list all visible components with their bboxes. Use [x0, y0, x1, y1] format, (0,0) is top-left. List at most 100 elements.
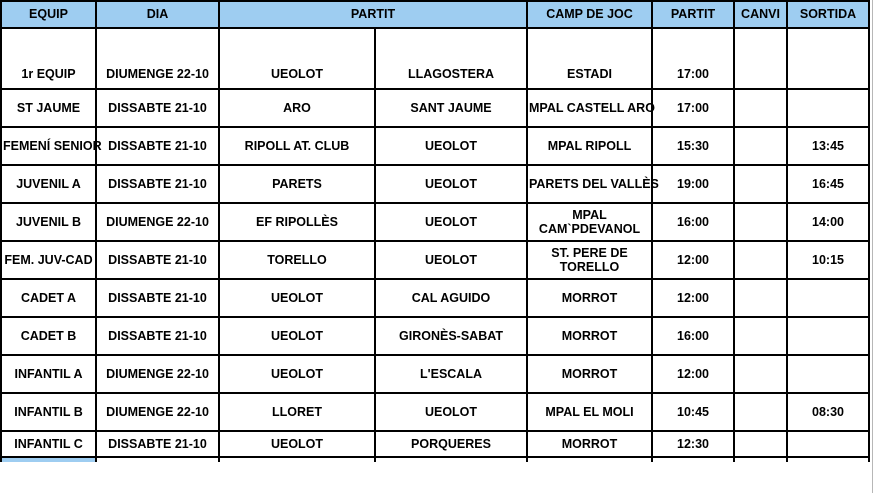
cell-home-partial[interactable] — [218, 456, 376, 462]
cell-away[interactable]: PORQUERES — [374, 430, 528, 458]
cell-partit[interactable]: 19:00 — [651, 164, 735, 204]
cell-partit[interactable]: 12:30 — [651, 430, 735, 458]
cell-equip[interactable]: FEMENÍ SENIOR — [0, 126, 102, 166]
header-equip[interactable]: EQUIP — [0, 0, 97, 29]
cell-dia-partial[interactable] — [95, 456, 220, 462]
cell-equip[interactable]: ST JAUME — [0, 88, 97, 128]
cell-dia[interactable]: DISSABTE 21-10 — [95, 240, 220, 280]
header-partit-time[interactable]: PARTIT — [651, 0, 735, 29]
cell-camp[interactable]: MORROT — [526, 430, 653, 458]
cell-sortida[interactable] — [786, 316, 870, 356]
cell-camp[interactable]: MORROT — [526, 278, 653, 318]
cell-dia[interactable]: DISSABTE 21-10 — [95, 126, 220, 166]
cell-dia[interactable]: DISSABTE 21-10 — [95, 278, 220, 318]
cell-equip[interactable]: CADET A — [0, 278, 97, 318]
cell-canvi[interactable] — [733, 278, 788, 318]
cell-away[interactable]: UEOLOT — [374, 240, 528, 280]
cell-sortida[interactable] — [786, 278, 870, 318]
cell-equip[interactable]: INFANTIL A — [0, 354, 97, 394]
cell-dia[interactable]: DIUMENGE 22-10 — [95, 27, 220, 90]
cell-away[interactable]: UEOLOT — [374, 392, 528, 432]
cell-equip[interactable]: JUVENIL A — [0, 164, 97, 204]
cell-equip[interactable]: 1r EQUIP — [0, 27, 97, 90]
cell-away[interactable]: SANT JAUME — [374, 88, 528, 128]
cell-partit[interactable]: 12:00 — [651, 278, 735, 318]
cell-sortida[interactable] — [786, 88, 870, 128]
cell-partit[interactable]: 12:00 — [651, 354, 735, 394]
cell-equip[interactable]: INFANTIL B — [0, 392, 97, 432]
cell-home[interactable]: ARO — [218, 88, 376, 128]
cell-away[interactable]: UEOLOT — [374, 126, 528, 166]
cell-camp[interactable]: MPAL EL MOLI — [526, 392, 653, 432]
cell-sortida[interactable]: 13:45 — [786, 126, 870, 166]
cell-camp[interactable]: ST. PERE DE TORELLO — [526, 240, 653, 280]
cell-dia[interactable]: DIUMENGE 22-10 — [95, 354, 220, 394]
cell-sortida[interactable]: 16:45 — [786, 164, 870, 204]
cell-home[interactable]: UEOLOT — [218, 316, 376, 356]
cell-canvi[interactable] — [733, 88, 788, 128]
cell-partit[interactable]: 15:30 — [651, 126, 735, 166]
header-sortida[interactable]: SORTIDA — [786, 0, 870, 29]
cell-partit[interactable]: 16:00 — [651, 316, 735, 356]
cell-dia[interactable]: DIUMENGE 22-10 — [95, 392, 220, 432]
cell-away-partial[interactable] — [374, 456, 528, 462]
cell-away[interactable]: CAL AGUIDO — [374, 278, 528, 318]
cell-canvi[interactable] — [733, 126, 788, 166]
cell-equip[interactable]: INFANTIL C — [0, 430, 97, 458]
cell-home[interactable]: LLORET — [218, 392, 376, 432]
cell-home[interactable]: EF RIPOLLÈS — [218, 202, 376, 242]
cell-sortida[interactable]: 08:30 — [786, 392, 870, 432]
cell-partit[interactable]: 17:00 — [651, 88, 735, 128]
cell-sortida[interactable]: 14:00 — [786, 202, 870, 242]
cell-home[interactable]: UEOLOT — [218, 278, 376, 318]
cell-canvi[interactable] — [733, 316, 788, 356]
cell-equip-partial[interactable] — [0, 456, 97, 462]
cell-equip[interactable]: JUVENIL B — [0, 202, 97, 242]
cell-dia[interactable]: DISSABTE 21-10 — [95, 88, 220, 128]
cell-equip[interactable]: FEM. JUV-CAD — [0, 240, 97, 280]
cell-camp[interactable]: MPAL CAM`PDEVANOL — [526, 202, 653, 242]
cell-away[interactable]: L'ESCALA — [374, 354, 528, 394]
cell-canvi[interactable] — [733, 164, 788, 204]
cell-home[interactable]: UEOLOT — [218, 27, 376, 90]
cell-dia[interactable]: DISSABTE 21-10 — [95, 164, 220, 204]
cell-camp[interactable]: MPAL RIPOLL — [526, 126, 653, 166]
cell-away[interactable]: UEOLOT — [374, 202, 528, 242]
cell-canvi-partial[interactable] — [733, 456, 788, 462]
cell-dia[interactable]: DISSABTE 21-10 — [95, 430, 220, 458]
cell-home[interactable]: UEOLOT — [218, 354, 376, 394]
cell-dia[interactable]: DISSABTE 21-10 — [95, 316, 220, 356]
cell-camp[interactable]: PARETS DEL VALLÈS — [526, 164, 659, 204]
cell-sortida[interactable] — [786, 430, 870, 458]
cell-canvi[interactable] — [733, 430, 788, 458]
cell-partit[interactable]: 17:00 — [651, 27, 735, 90]
cell-sortida[interactable] — [786, 27, 870, 90]
cell-camp-partial[interactable] — [526, 456, 653, 462]
cell-canvi[interactable] — [733, 202, 788, 242]
cell-away[interactable]: LLAGOSTERA — [374, 27, 528, 90]
cell-partit[interactable]: 10:45 — [651, 392, 735, 432]
cell-partit[interactable]: 16:00 — [651, 202, 735, 242]
header-camp-de-joc[interactable]: CAMP DE JOC — [526, 0, 653, 29]
header-canvi[interactable]: CANVI — [733, 0, 788, 29]
cell-canvi[interactable] — [733, 354, 788, 394]
cell-sortida[interactable]: 10:15 — [786, 240, 870, 280]
cell-partit[interactable]: 12:00 — [651, 240, 735, 280]
cell-sortida-partial[interactable] — [786, 456, 870, 462]
cell-partit-partial[interactable] — [651, 456, 735, 462]
cell-equip[interactable]: CADET B — [0, 316, 97, 356]
cell-camp[interactable]: MORROT — [526, 316, 653, 356]
cell-home[interactable]: PARETS — [218, 164, 376, 204]
cell-camp[interactable]: ESTADI — [526, 27, 653, 90]
header-partit[interactable]: PARTIT — [218, 0, 528, 29]
cell-sortida[interactable] — [786, 354, 870, 394]
cell-home[interactable]: TORELLO — [218, 240, 376, 280]
cell-camp[interactable]: MORROT — [526, 354, 653, 394]
cell-canvi[interactable] — [733, 392, 788, 432]
cell-away[interactable]: UEOLOT — [374, 164, 528, 204]
cell-home[interactable]: RIPOLL AT. CLUB — [218, 126, 376, 166]
cell-camp[interactable]: MPAL CASTELL ARO — [526, 88, 655, 128]
header-dia[interactable]: DIA — [95, 0, 220, 29]
cell-away[interactable]: GIRONÈS-SABAT — [374, 316, 528, 356]
cell-dia[interactable]: DIUMENGE 22-10 — [95, 202, 220, 242]
